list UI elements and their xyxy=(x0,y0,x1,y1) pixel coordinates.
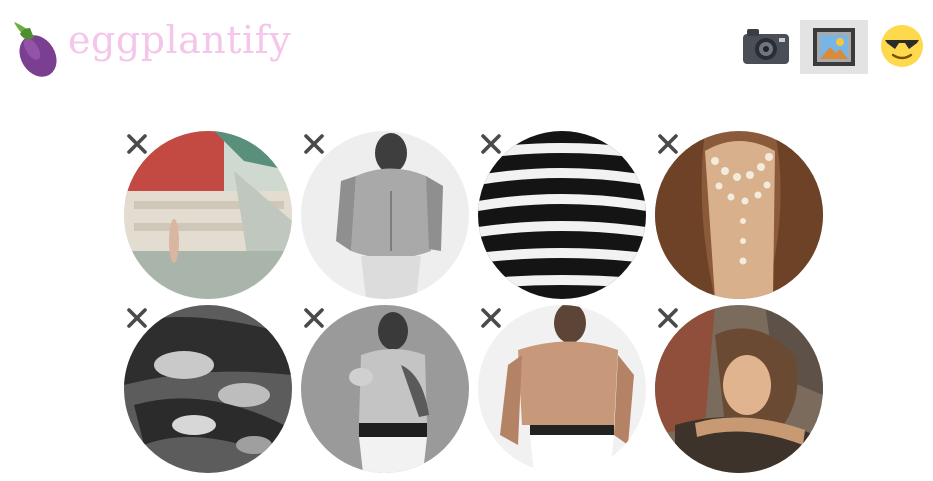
close-icon xyxy=(481,134,501,154)
close-icon xyxy=(658,134,678,154)
photo-thumbnail[interactable] xyxy=(124,305,292,473)
photo-thumbnail[interactable] xyxy=(655,131,823,299)
remove-button[interactable] xyxy=(301,305,327,331)
close-icon xyxy=(127,308,147,328)
picture-icon xyxy=(813,28,855,66)
eggplant-icon[interactable] xyxy=(6,14,66,80)
close-icon xyxy=(304,134,324,154)
gallery-item[interactable] xyxy=(655,305,823,473)
remove-button[interactable] xyxy=(478,131,504,157)
gallery-item[interactable] xyxy=(301,305,469,473)
gallery-item[interactable] xyxy=(655,131,823,299)
remove-button[interactable] xyxy=(124,131,150,157)
camera-button[interactable] xyxy=(740,22,792,70)
remove-button[interactable] xyxy=(655,305,681,331)
photo-thumbnail[interactable] xyxy=(478,305,646,473)
gallery-item[interactable] xyxy=(301,131,469,299)
remove-button[interactable] xyxy=(124,305,150,331)
photo-gallery xyxy=(124,131,824,473)
app-header: eggplantify xyxy=(0,0,933,80)
photo-thumbnail[interactable] xyxy=(301,305,469,473)
gallery-item[interactable] xyxy=(478,305,646,473)
photo-thumbnail[interactable] xyxy=(301,131,469,299)
close-icon xyxy=(127,134,147,154)
close-icon xyxy=(481,308,501,328)
sunglasses-smiley-icon xyxy=(881,25,923,67)
remove-button[interactable] xyxy=(301,131,327,157)
close-icon xyxy=(658,308,678,328)
remove-button[interactable] xyxy=(655,131,681,157)
photo-thumbnail[interactable] xyxy=(124,131,292,299)
sunglasses-smiley-button[interactable] xyxy=(876,22,928,70)
gallery-item[interactable] xyxy=(124,131,292,299)
remove-button[interactable] xyxy=(478,305,504,331)
gallery-item[interactable] xyxy=(124,305,292,473)
brand-title[interactable]: eggplantify xyxy=(68,18,292,62)
photo-thumbnail[interactable] xyxy=(478,131,646,299)
gallery-item[interactable] xyxy=(478,131,646,299)
picture-button[interactable] xyxy=(800,20,868,74)
camera-icon xyxy=(743,29,789,64)
close-icon xyxy=(304,308,324,328)
